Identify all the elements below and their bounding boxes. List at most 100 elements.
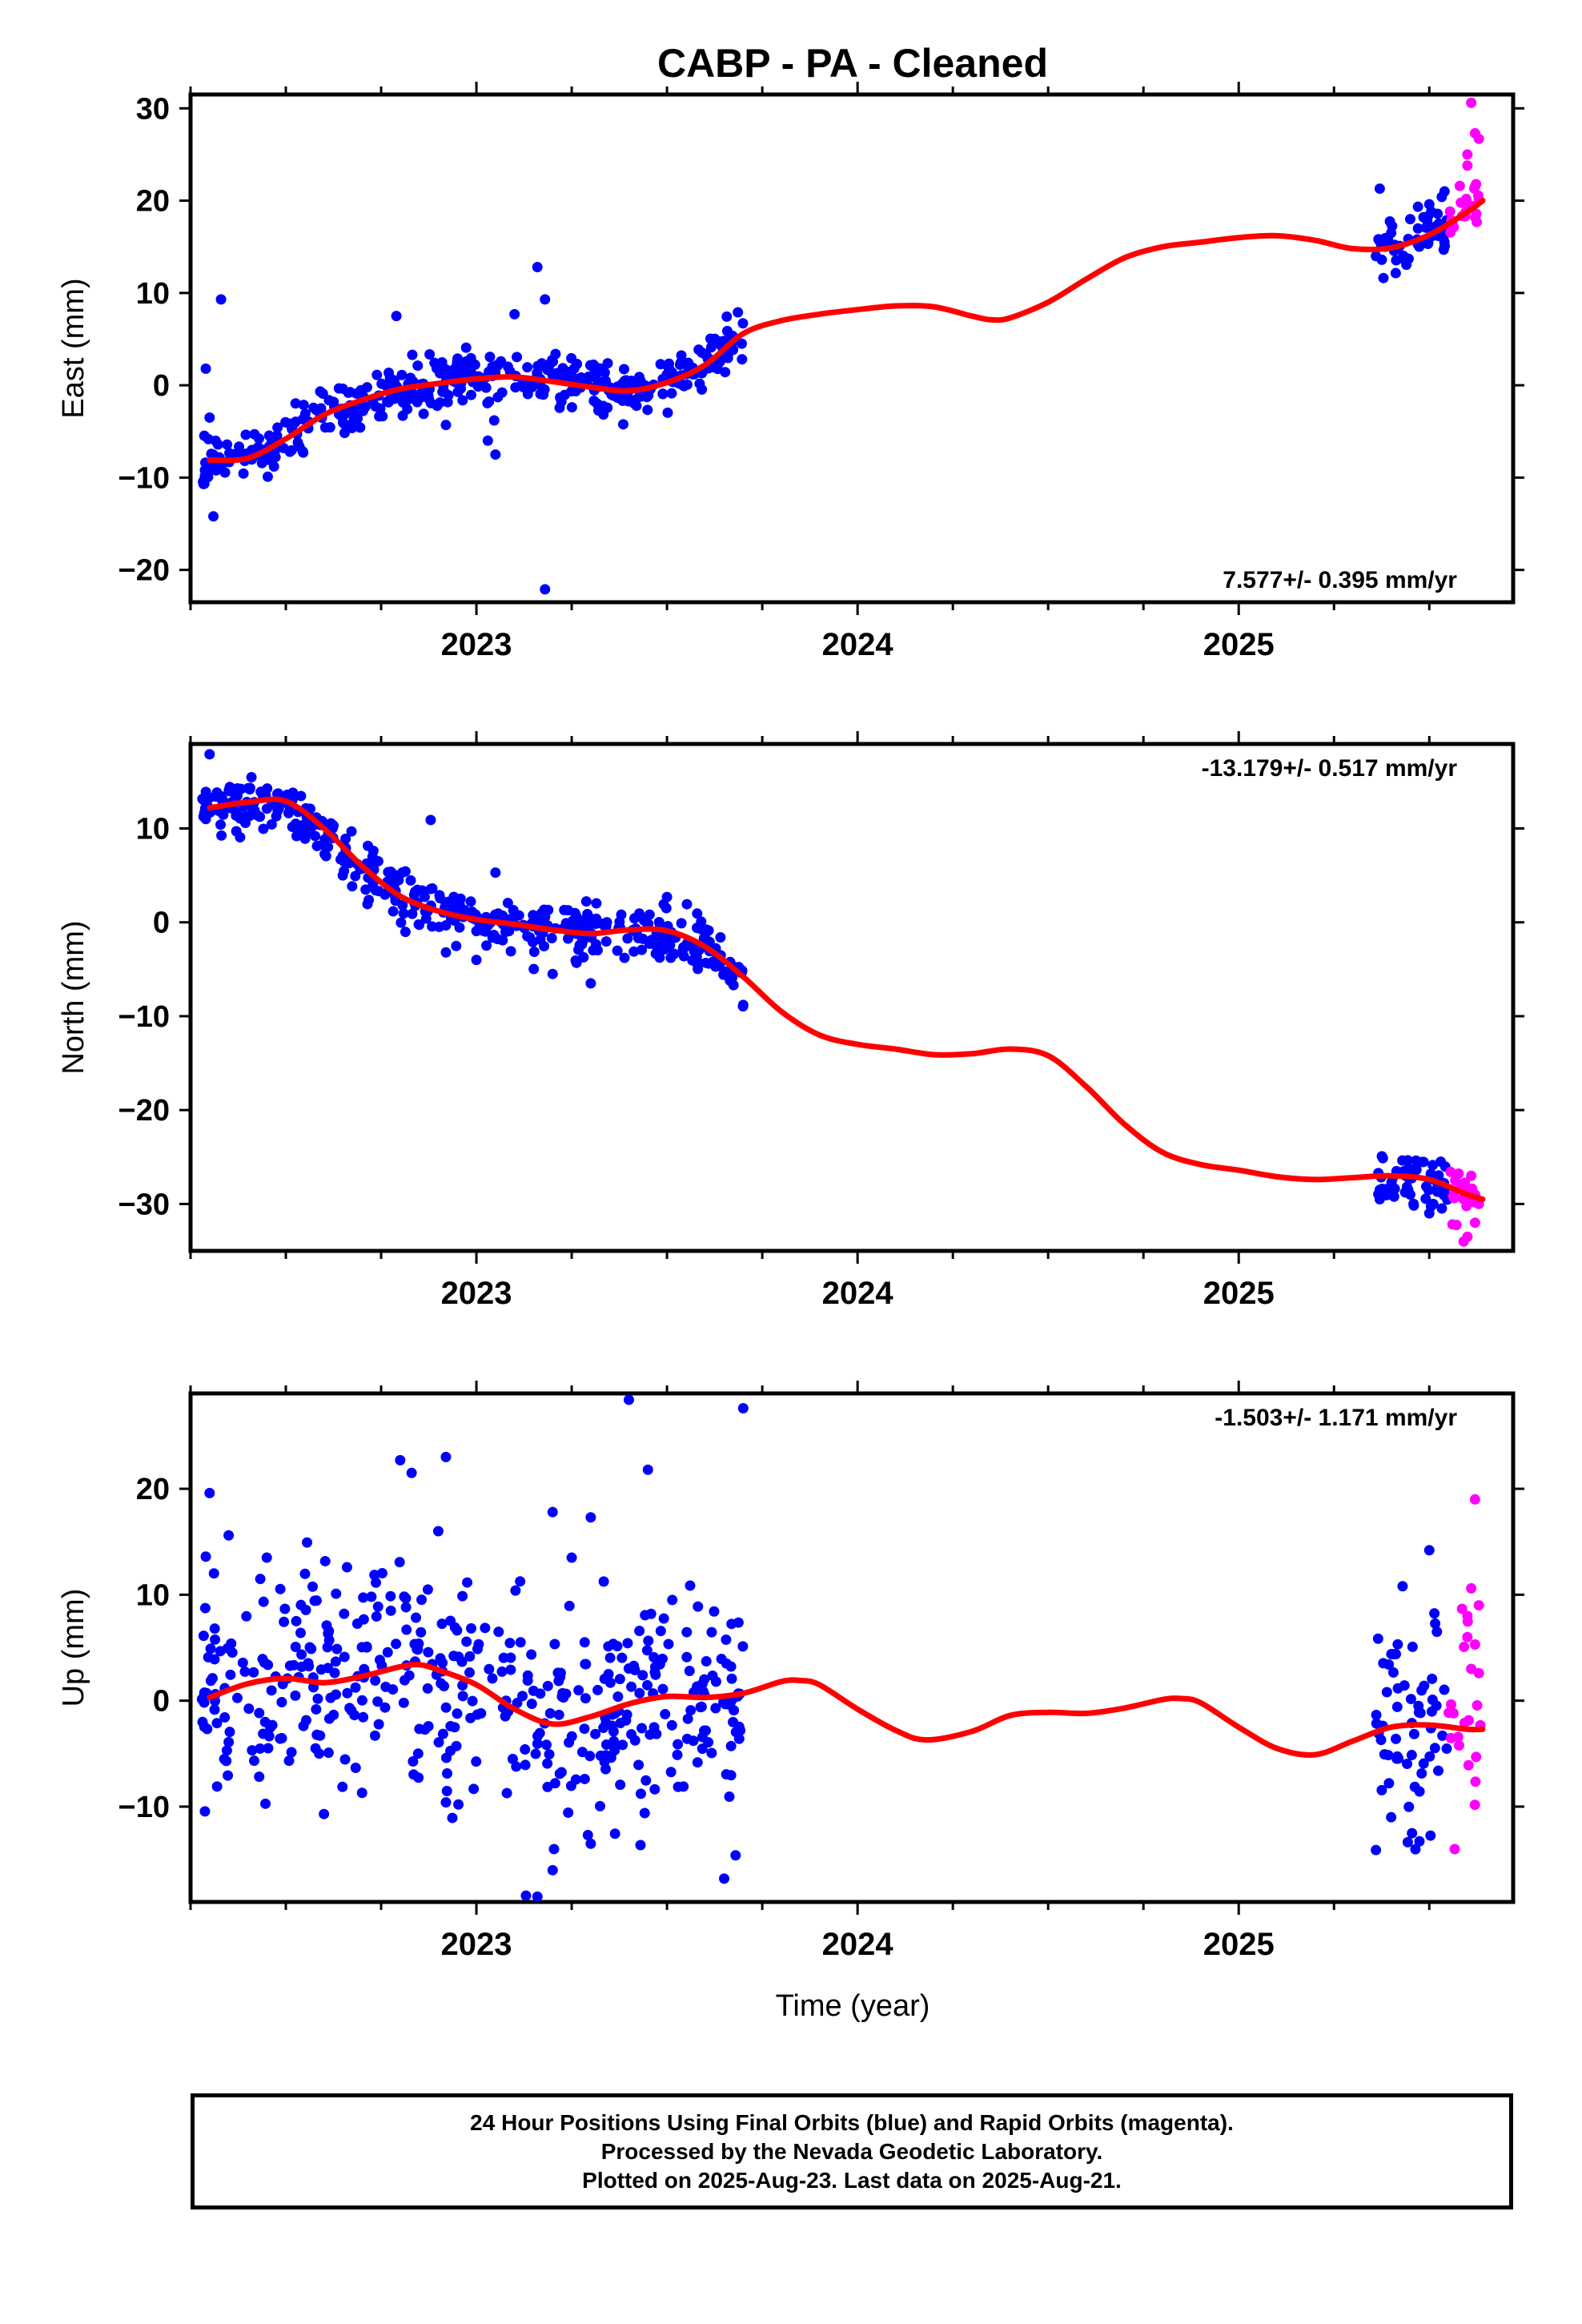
east-final-point [496,387,508,398]
up-final-point [209,1704,220,1715]
north-final-point [398,908,409,919]
north-rate-label: -13.179+/- 0.517 mm/yr [1202,755,1458,782]
up-final-point [254,1771,265,1783]
up-final-point [260,1798,271,1809]
north-final-outlier [200,814,211,825]
up-final-point [1414,1835,1425,1847]
up-final-point [1378,1658,1389,1669]
north-final-point [651,935,662,946]
up-final-point [681,1651,693,1663]
east-rapid-outlier [1466,97,1477,108]
east-final-point [407,349,418,360]
east-final-point [709,333,721,344]
up-final-point [532,1738,543,1749]
up-final-point [412,1644,424,1655]
up-final-point [658,1613,669,1624]
north-final-point [1402,1155,1413,1166]
up-final-point [263,1659,274,1671]
north-final-point [1388,1191,1399,1202]
up-final-point [1383,1778,1395,1789]
north-final-point [692,923,703,934]
north-final-point [619,952,630,963]
up-final-point [1383,1750,1394,1761]
up-final-point [1376,1784,1387,1795]
up-final-point [542,1680,553,1691]
up-final-point [666,1719,677,1731]
north-final-point [285,790,296,801]
north-final-point [224,782,235,793]
up-final-point [510,1585,521,1596]
east-rapid-outlier [1469,181,1480,192]
east-final-point [693,344,705,356]
east-final-point [599,367,610,378]
north-plot-frame [188,742,1516,1253]
up-final-point [649,1783,661,1795]
up-final-point [724,1791,735,1803]
up-final-point [207,1673,218,1684]
north-final-point [347,881,358,892]
up-final-point [496,1666,508,1677]
up-final-outlier [1397,1581,1408,1592]
up-final-point [241,1610,252,1622]
north-rapid-point [1451,1220,1462,1231]
up-final-point [579,1773,590,1784]
up-final-outlier [319,1808,330,1819]
up-model-curve [207,1661,1486,1758]
up-final-point [275,1583,286,1594]
north-final-point [528,963,540,975]
east-final-outlier [1371,251,1382,262]
east-final-point [452,353,464,364]
up-final-point [198,1630,209,1642]
north-final-point [578,951,589,963]
up-rapid-points [1443,1494,1486,1855]
up-final-point [331,1588,342,1599]
north-final-outlier [425,814,436,826]
north-final-point [339,852,350,863]
up-final-outlier [1423,1545,1435,1556]
north-model-curve [207,796,1486,1202]
up-final-point [471,1756,482,1767]
up-final-point [701,1655,712,1667]
north-y-tick-label: −30 [118,1188,170,1221]
up-final-point [339,1651,350,1663]
east-final-point [234,441,245,452]
up-final-point [342,1687,353,1699]
east-final-point [451,361,462,372]
north-final-point [231,790,243,802]
north-final-point [1427,1160,1439,1171]
up-final-point [604,1652,616,1663]
up-final-point [380,1681,391,1692]
up-final-point [643,1635,654,1647]
x-axis-label: Time (year) [776,1989,930,2023]
up-final-point [452,1708,463,1719]
up-final-point [650,1669,661,1680]
up-final-point [385,1605,396,1616]
up-final-point [199,1697,210,1708]
up-final-point [441,1785,452,1796]
footer-caption-box: 24 Hour Positions Using Final Orbits (bl… [191,2093,1513,2209]
north-final-outlier [231,826,242,837]
up-final-point [622,1638,633,1649]
up-final-point [322,1642,333,1653]
up-final-point [487,1673,498,1684]
up-final-point [603,1641,614,1652]
east-y-tick-label: 10 [136,277,170,311]
east-model-curve [207,198,1486,464]
east-final-outlier [540,584,551,595]
north-final-outlier [440,947,452,958]
up-final-point [721,1699,732,1710]
east-final-point [1420,222,1431,233]
up-final-point [673,1739,684,1750]
up-rapid-point [1470,1776,1481,1787]
up-final-point [300,1604,311,1615]
north-final-point [680,941,691,952]
north-final-point [559,904,570,915]
north-final-point [340,833,351,844]
north-final-point [1421,1181,1432,1192]
east-final-point [737,318,749,329]
up-final-point [337,1781,348,1792]
up-final-point [466,1622,477,1634]
up-final-outlier [395,1454,406,1466]
east-final-point [412,360,424,372]
east-final-outlier [208,511,219,522]
